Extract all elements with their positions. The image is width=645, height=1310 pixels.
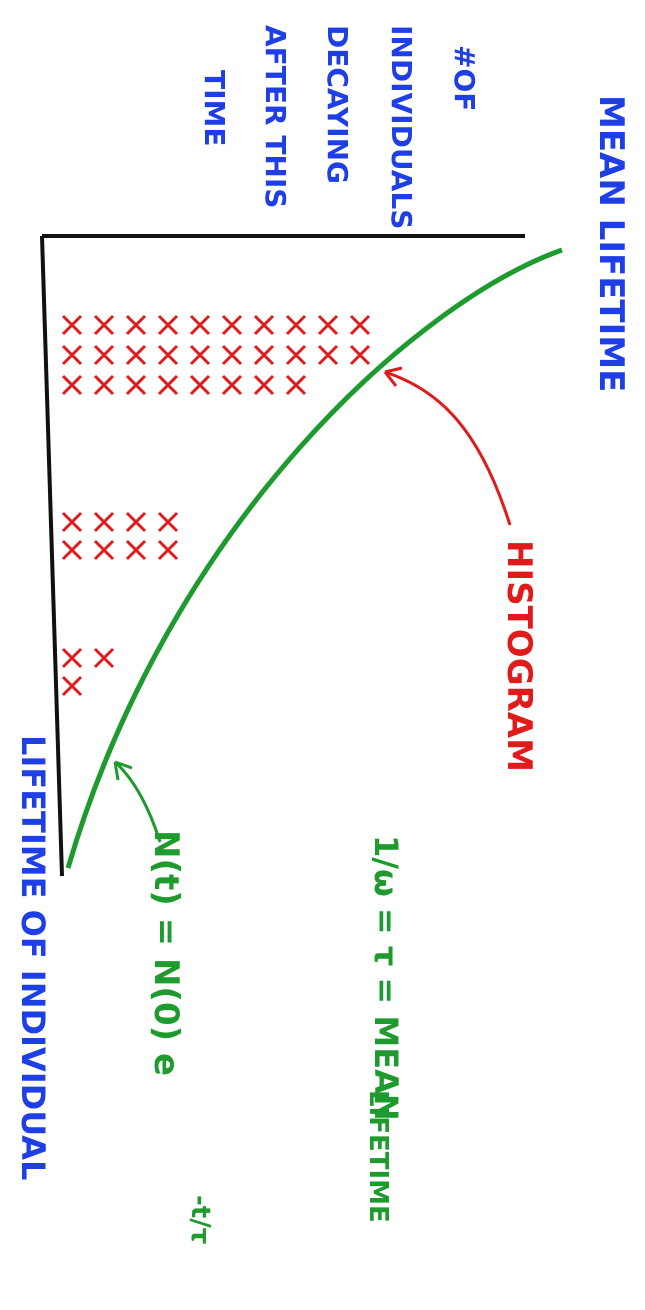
x-mark: [63, 541, 81, 559]
x-mark: [319, 346, 337, 364]
x-mark: [127, 541, 145, 559]
x-mark: [351, 316, 369, 334]
histogram-label: HISTOGRAM: [499, 540, 539, 772]
x-mark: [95, 649, 113, 667]
x-mark: [191, 376, 209, 394]
x-mark: [95, 513, 113, 531]
x-mark: [63, 649, 81, 667]
page: MEAN LIFETIME #OF INDIVIDUALS DECAYING A…: [0, 0, 645, 1310]
x-mark: [223, 376, 241, 394]
arrow: [385, 372, 510, 525]
x-mark: [319, 316, 337, 334]
x-mark: [159, 541, 177, 559]
decay-curve: [68, 250, 562, 868]
x-mark: [159, 376, 177, 394]
x-mark: [127, 376, 145, 394]
y-axis-label: INDIVIDUALS: [385, 25, 418, 229]
x-mark: [95, 316, 113, 334]
x-mark: [95, 541, 113, 559]
x-mark: [287, 316, 305, 334]
x-mark: [127, 346, 145, 364]
x-mark: [63, 513, 81, 531]
y-axis-label: DECAYING: [321, 25, 354, 184]
y-axis-label: #OF: [448, 45, 481, 111]
x-mark: [95, 346, 113, 364]
x-mark: [159, 346, 177, 364]
x-mark: [255, 376, 273, 394]
y-axis-label: AFTER THIS: [259, 25, 292, 208]
x-mark: [255, 316, 273, 334]
y-axis-label: TIME: [198, 70, 231, 147]
x-mark: [127, 513, 145, 531]
curve-formula-exponent: -t/τ: [185, 1195, 215, 1244]
x-mark: [159, 316, 177, 334]
x-mark: [351, 346, 369, 364]
diagram: MEAN LIFETIME #OF INDIVIDUALS DECAYING A…: [0, 0, 645, 1310]
curve-formula: N(t) = N(0) e: [146, 830, 186, 1076]
x-mark: [191, 346, 209, 364]
x-mark: [191, 316, 209, 334]
x-mark: [223, 346, 241, 364]
mean-lifetime-note: 1/ω = τ = MEAN: [367, 835, 405, 1121]
x-mark: [127, 316, 145, 334]
x-mark: [287, 346, 305, 364]
x-mark: [255, 346, 273, 364]
x-mark: [63, 346, 81, 364]
x-mark: [63, 316, 81, 334]
x-mark: [287, 376, 305, 394]
x-mark: [95, 376, 113, 394]
histogram-marks: [63, 316, 369, 695]
x-axis-label: LIFETIME OF INDIVIDUAL: [14, 735, 52, 1180]
mean-lifetime-note: LIFETIME: [363, 1090, 393, 1223]
x-mark: [63, 677, 81, 695]
x-mark: [159, 513, 177, 531]
x-mark: [223, 316, 241, 334]
title: MEAN LIFETIME: [591, 95, 631, 392]
x-mark: [63, 376, 81, 394]
